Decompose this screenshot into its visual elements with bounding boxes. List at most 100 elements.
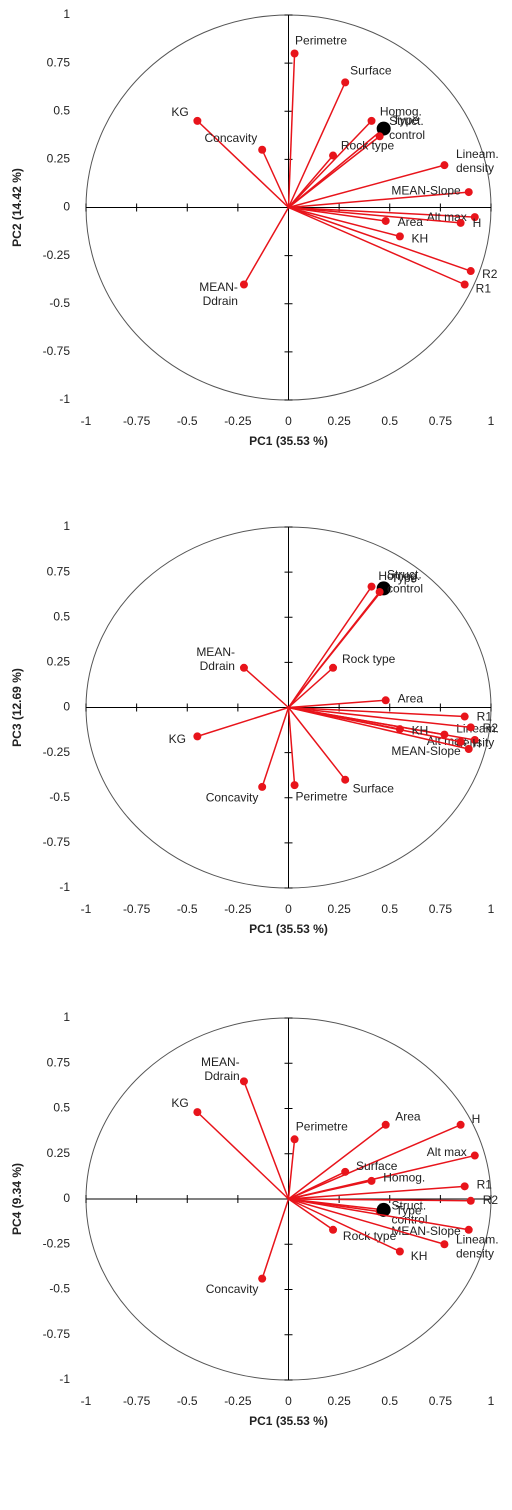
loading-vector [288, 667, 334, 709]
y-tick-label: -0.25 [43, 745, 71, 759]
loading-vector [288, 1124, 387, 1200]
loading-vector [287, 591, 381, 708]
label-line: Struct. [392, 1198, 427, 1212]
x-tick-label: 0.5 [381, 414, 398, 428]
point-label: MEAN-Ddrain [199, 280, 238, 308]
x-tick-label: 0.75 [429, 902, 453, 916]
point-label: R2 [483, 721, 499, 735]
loading-point [329, 663, 338, 672]
x-tick-label: 0 [285, 902, 292, 916]
loading-point [193, 116, 202, 125]
loading-point [258, 1274, 267, 1283]
loading-point [367, 116, 376, 125]
point-label: R1 [477, 709, 493, 723]
y-tick-label: -0.75 [43, 344, 71, 358]
label-line: control [387, 582, 423, 596]
loading-point [395, 725, 404, 734]
point-label: Area [398, 692, 424, 706]
y-tick-label: -0.5 [49, 1282, 70, 1296]
loading-point [290, 1135, 299, 1144]
loading-point [440, 1240, 449, 1249]
y-tick-label: 0.5 [53, 103, 70, 117]
label-line: Lineam. [456, 1233, 499, 1247]
x-tick-label: -0.25 [224, 414, 252, 428]
loading-point [466, 723, 475, 732]
loading-vector [288, 1198, 471, 1202]
loading-vector [288, 206, 475, 218]
loading-point [376, 121, 391, 136]
label-line: MEAN- [196, 645, 235, 659]
x-tick-label: 1 [488, 1394, 495, 1408]
point-label: R1 [477, 1178, 493, 1192]
loading-vector [261, 149, 290, 208]
point-label: Rock type [341, 139, 395, 153]
point-label: Perimetre [296, 1120, 348, 1134]
loading-point [367, 1176, 376, 1185]
point-label: MEAN-Ddrain [201, 1055, 240, 1083]
point-label: Type [393, 113, 419, 127]
loading-point [466, 1196, 475, 1205]
loading-vector [287, 707, 296, 786]
point-label: Lineam.density [456, 147, 499, 175]
loading-vector [287, 155, 334, 208]
loading-vector [261, 707, 290, 788]
loading-point [456, 218, 465, 227]
point-label: KH [411, 1249, 428, 1263]
x-tick-label: 0.5 [381, 902, 398, 916]
point-label: MEAN-Slope [391, 1224, 461, 1238]
y-axis-title: PC2 (14.42 %) [10, 168, 24, 247]
x-tick-label: 0.75 [429, 414, 453, 428]
x-tick-label: -1 [81, 414, 92, 428]
y-tick-label: -0.75 [43, 835, 71, 849]
loading-point [375, 587, 384, 596]
loading-vector [287, 586, 373, 708]
loading-vector [288, 206, 386, 222]
loading-vector [288, 135, 381, 209]
point-label: Rock type [342, 652, 396, 666]
loading-vector [288, 1198, 469, 1231]
label-line: Lineam. [456, 722, 499, 736]
loading-vector [288, 206, 465, 286]
loading-vector [288, 191, 469, 209]
loading-point [341, 78, 350, 87]
loading-point [470, 213, 479, 222]
label-line: Ddrain [203, 294, 238, 308]
label-line: Ddrain [200, 659, 235, 673]
y-tick-label: 1 [63, 7, 70, 21]
point-label: MEAN-Slope [391, 744, 461, 758]
x-axis-title: PC1 (35.53 %) [249, 1414, 328, 1428]
x-tick-label: 0.75 [429, 1394, 453, 1408]
y-tick-label: 0.75 [47, 55, 71, 69]
loading-point [239, 280, 248, 289]
loading-vector [288, 1171, 346, 1200]
label-line: MEAN- [201, 1055, 240, 1069]
x-tick-label: 0.25 [327, 1394, 351, 1408]
x-tick-label: 1 [488, 414, 495, 428]
point-label: Surface [353, 781, 395, 795]
y-tick-label: -0.25 [43, 248, 71, 262]
y-tick-label: -1 [59, 880, 70, 894]
loading-point [381, 1120, 390, 1129]
loading-point [470, 1151, 479, 1160]
y-tick-label: 0 [63, 1191, 70, 1205]
x-tick-label: -0.5 [177, 902, 198, 916]
x-tick-label: -0.25 [224, 902, 252, 916]
y-tick-label: -1 [59, 1372, 70, 1386]
loading-point [440, 161, 449, 170]
label-line: density [456, 161, 494, 175]
y-tick-label: 0.25 [47, 655, 71, 669]
point-label: KH [411, 232, 428, 246]
point-label: R2 [483, 1193, 499, 1207]
loading-vector [197, 706, 289, 738]
y-tick-label: -0.5 [49, 790, 70, 804]
point-label: Surface [350, 64, 392, 78]
loading-vector [261, 1198, 290, 1279]
point-label: Area [398, 215, 424, 229]
label-line: Lineam. [456, 147, 499, 161]
point-label: Surface [356, 1159, 398, 1173]
point-label: Homog. [380, 104, 422, 118]
point-label: Type [391, 571, 417, 585]
y-tick-label: 0.5 [53, 609, 70, 623]
